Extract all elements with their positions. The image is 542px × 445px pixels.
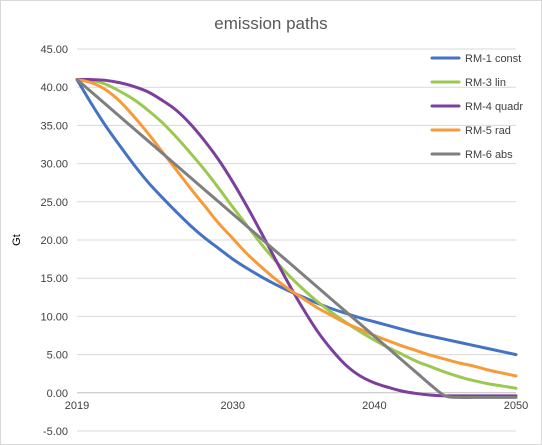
legend-label-rm-6-abs: RM-6 abs [465,149,513,161]
legend-label-rm-4-quadr: RM-4 quadr [465,101,523,113]
series-line-rm-5-rad [75,78,518,378]
chart-title: emission paths [214,14,327,33]
y-tick-label-3: 30.00 [40,159,68,171]
series-line-rm-1-const [75,78,518,357]
y-axis-label: Gt [11,234,23,246]
series-line-rm-6-abs [75,78,518,399]
y-tick-label-7: 10.00 [40,311,68,323]
y-tick-label-10: -5.00 [43,426,68,438]
y-tick-label-4: 25.00 [40,197,68,209]
x-tick-label-2: 2040 [362,400,386,412]
y-tick-label-5: 20.00 [40,235,68,247]
x-tick-label-1: 2030 [221,400,245,412]
series-line-rm-3-lin [75,78,518,390]
x-tick-label-3: 2050 [504,400,528,412]
y-tick-label-1: 40.00 [40,82,68,94]
y-tick-label-8: 5.00 [47,350,68,362]
y-tick-label-0: 45.00 [40,44,68,56]
legend: RM-1 const RM-3 lin RM-4 quadr RM-5 rad RM-6… [430,53,523,161]
y-tick-label-6: 15.00 [40,273,68,285]
x-tick-label-0: 2019 [65,400,89,412]
legend-label-rm-5-rad: RM-5 rad [465,125,511,137]
y-tick-label-2: 35.00 [40,120,68,132]
legend-label-rm-1-const: RM-1 const [465,53,521,65]
y-tick-label-9: 0.00 [47,388,68,400]
tick-layer: 45.00 40.00 35.00 30.00 25.00 20.00 15.00 10.00… [40,44,528,438]
legend-label-rm-3-lin: RM-3 lin [465,77,506,89]
series-layer [75,78,518,399]
